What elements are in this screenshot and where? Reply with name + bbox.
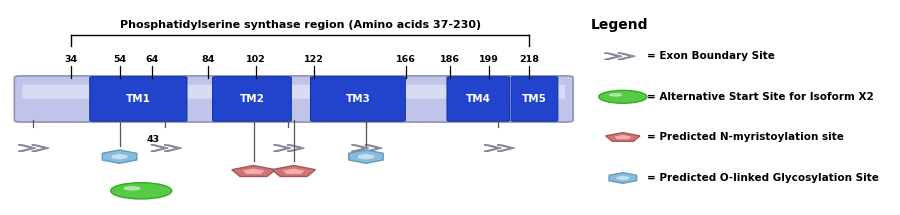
Text: 199: 199 xyxy=(479,55,499,64)
Polygon shape xyxy=(151,145,168,151)
Text: TM5: TM5 xyxy=(522,94,547,104)
Circle shape xyxy=(609,93,622,97)
Text: 84: 84 xyxy=(201,55,214,64)
Polygon shape xyxy=(606,133,640,141)
FancyBboxPatch shape xyxy=(511,77,558,121)
Text: Phosphatidylserine synthase region (Amino acids 37-230): Phosphatidylserine synthase region (Amin… xyxy=(120,20,481,29)
FancyBboxPatch shape xyxy=(212,77,292,121)
Circle shape xyxy=(111,183,172,199)
Polygon shape xyxy=(358,154,374,160)
Circle shape xyxy=(123,186,140,191)
Text: = Alternative Start Site for Isoform X2: = Alternative Start Site for Isoform X2 xyxy=(647,92,874,102)
Polygon shape xyxy=(112,154,127,160)
Text: TM3: TM3 xyxy=(346,94,371,104)
Text: = Predicted N-myristoylation site: = Predicted N-myristoylation site xyxy=(647,132,844,142)
Polygon shape xyxy=(274,145,291,151)
Text: Legend: Legend xyxy=(590,18,648,32)
Text: TM2: TM2 xyxy=(239,94,265,104)
FancyBboxPatch shape xyxy=(310,77,405,121)
Polygon shape xyxy=(164,145,182,151)
Polygon shape xyxy=(605,53,622,60)
Polygon shape xyxy=(232,166,275,177)
Circle shape xyxy=(598,91,647,103)
Text: = Predicted O-linked Glycosylation Site: = Predicted O-linked Glycosylation Site xyxy=(647,173,878,183)
Polygon shape xyxy=(283,169,305,174)
Polygon shape xyxy=(609,173,636,183)
Polygon shape xyxy=(287,145,304,151)
Text: 34: 34 xyxy=(65,55,78,64)
Polygon shape xyxy=(616,176,629,180)
Text: 218: 218 xyxy=(519,55,539,64)
Polygon shape xyxy=(352,145,369,151)
FancyBboxPatch shape xyxy=(90,77,187,121)
Polygon shape xyxy=(498,145,515,151)
Polygon shape xyxy=(18,145,36,151)
Polygon shape xyxy=(32,145,50,151)
Text: 54: 54 xyxy=(112,55,126,64)
Text: 64: 64 xyxy=(145,55,158,64)
FancyBboxPatch shape xyxy=(447,77,509,121)
Text: = Exon Boundary Site: = Exon Boundary Site xyxy=(647,51,775,61)
Text: 186: 186 xyxy=(440,55,460,64)
FancyBboxPatch shape xyxy=(14,76,573,122)
Text: 43: 43 xyxy=(147,135,160,144)
Polygon shape xyxy=(242,169,265,174)
Polygon shape xyxy=(272,166,316,177)
Polygon shape xyxy=(103,150,137,163)
Text: TM1: TM1 xyxy=(126,94,151,104)
Polygon shape xyxy=(348,150,383,163)
Text: 122: 122 xyxy=(304,55,324,64)
Text: 166: 166 xyxy=(396,55,416,64)
Text: TM4: TM4 xyxy=(466,94,490,104)
Polygon shape xyxy=(364,145,382,151)
Polygon shape xyxy=(614,135,632,139)
FancyBboxPatch shape xyxy=(22,85,565,99)
Polygon shape xyxy=(484,145,501,151)
Text: 102: 102 xyxy=(246,55,266,64)
Polygon shape xyxy=(617,53,635,60)
